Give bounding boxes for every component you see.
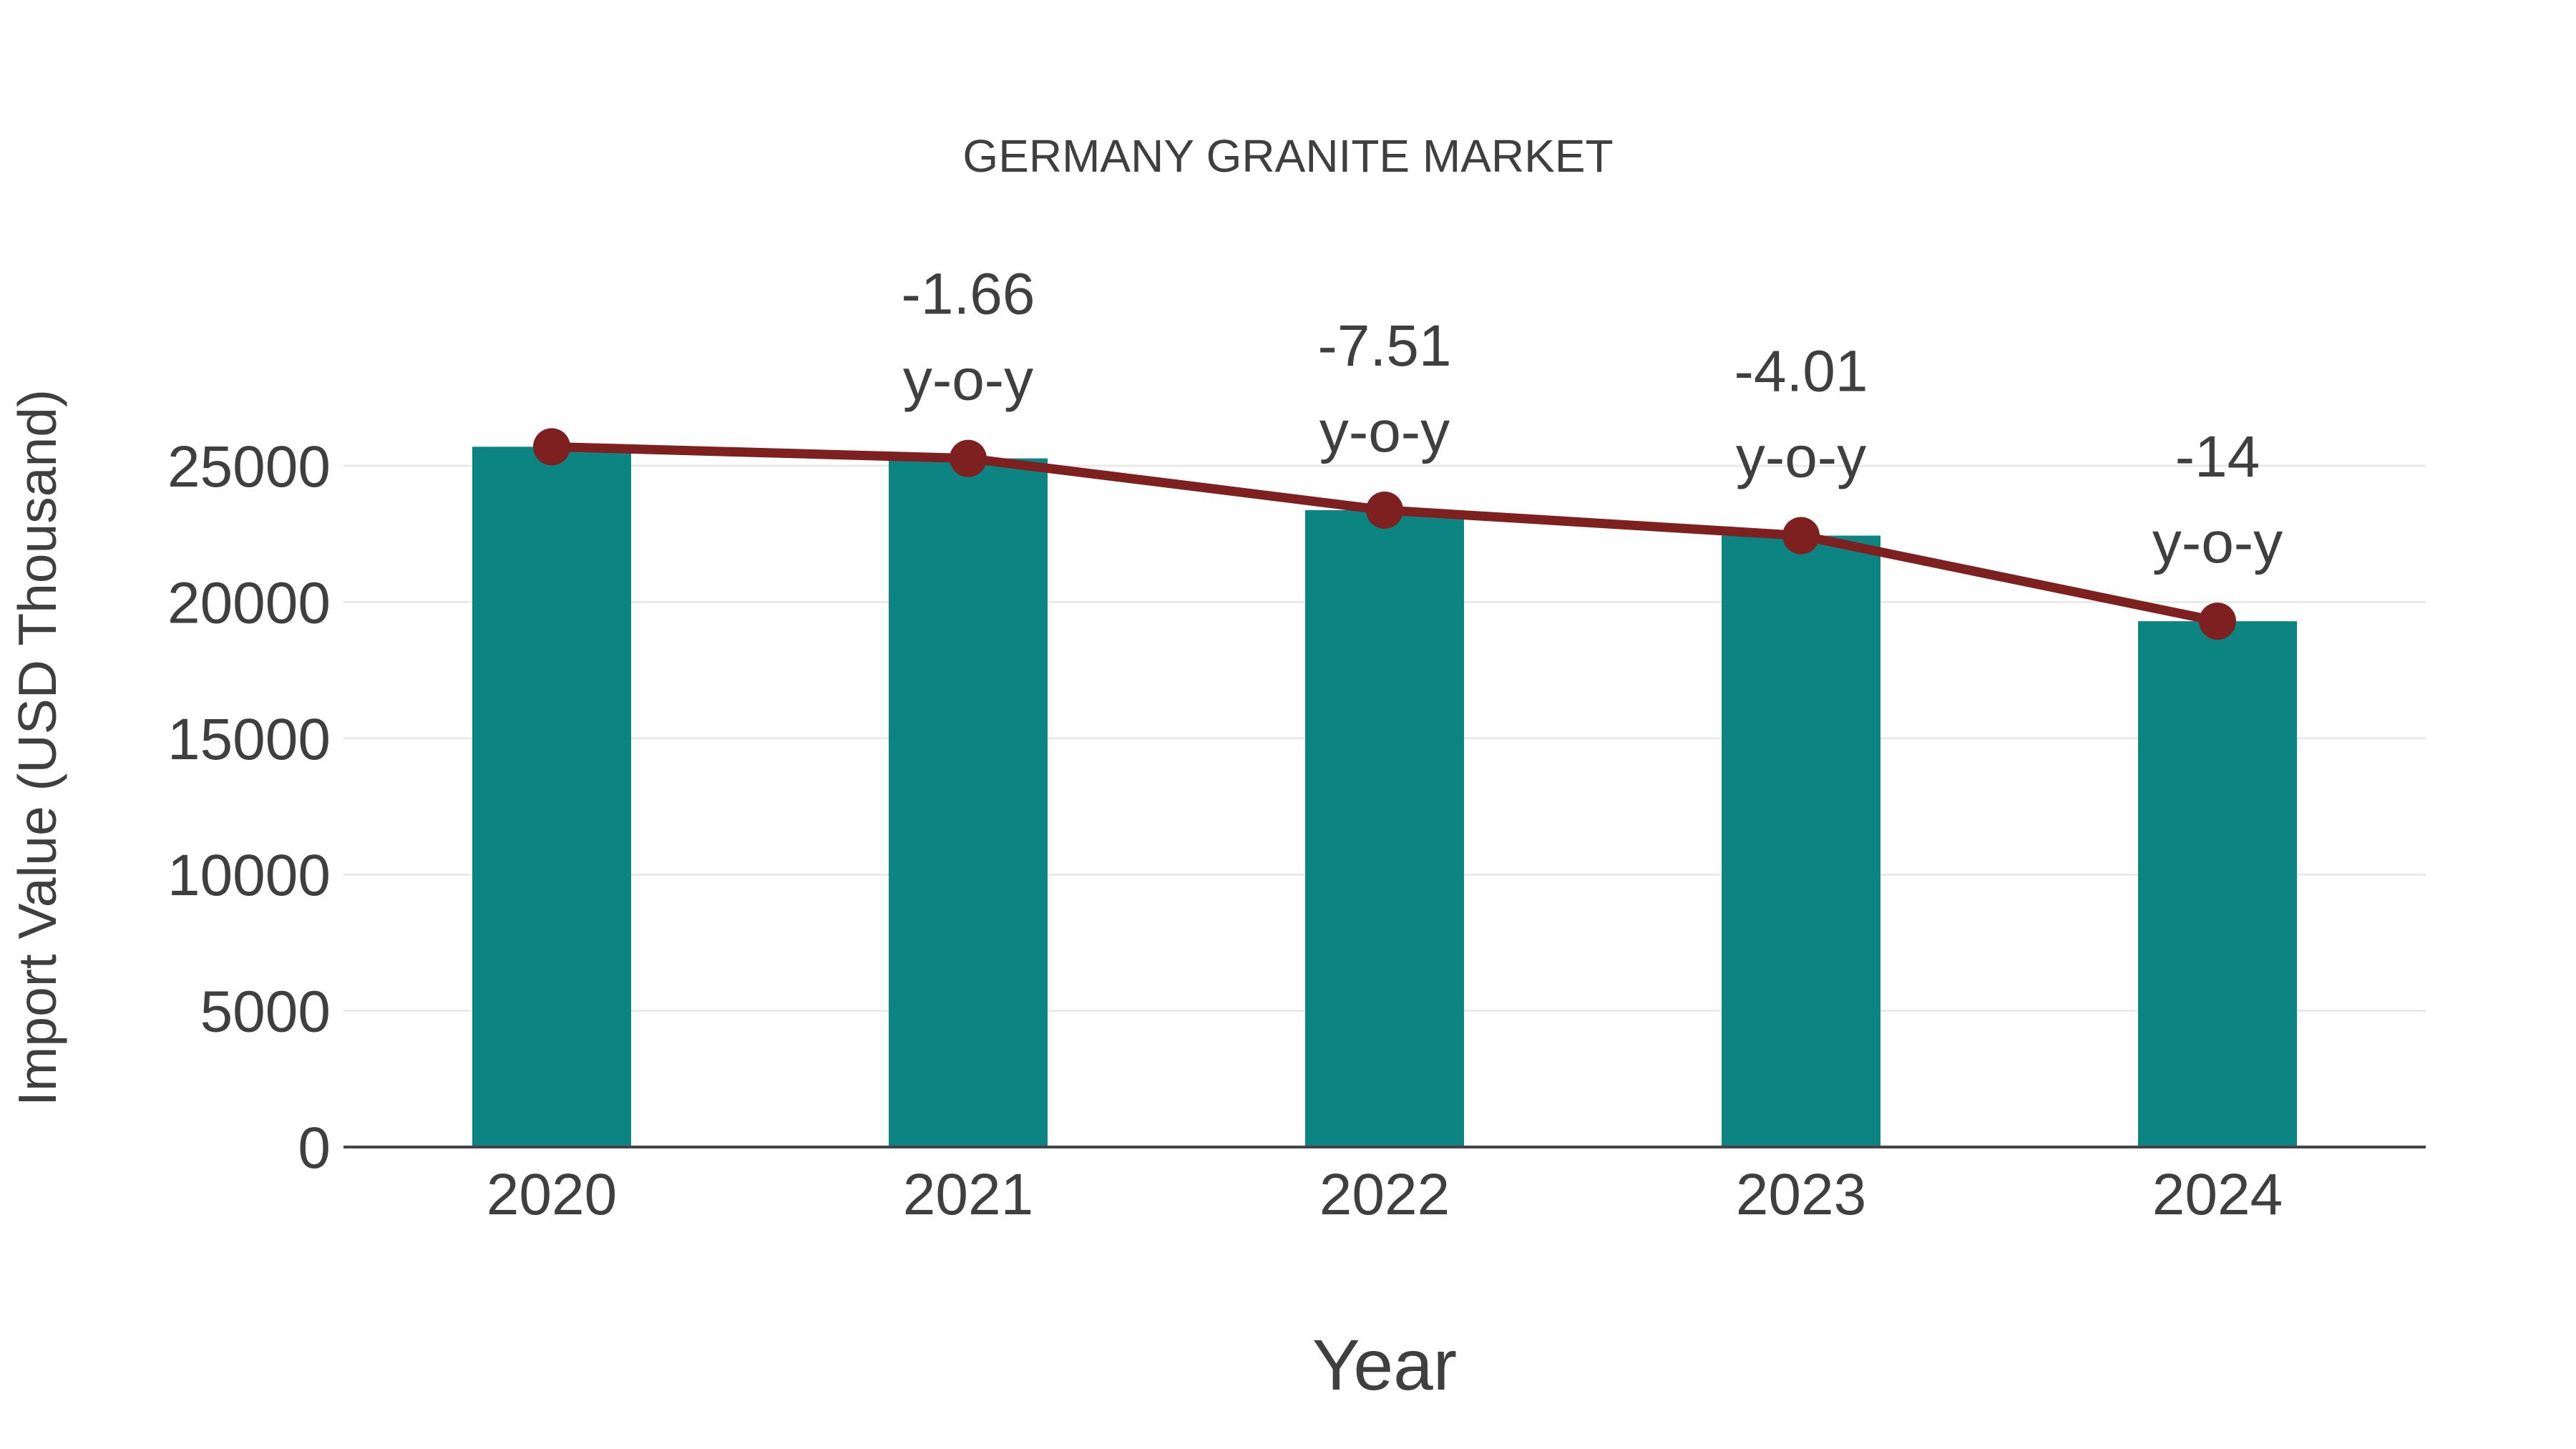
marker-2020 — [533, 428, 570, 466]
y-tick-label-5000: 5000 — [200, 980, 331, 1045]
annotation-2024-suffix: y-o-y — [2152, 510, 2283, 575]
annotation-2023-value: -4.01 — [1735, 339, 1868, 404]
x-tick-label-2021: 2021 — [903, 1162, 1033, 1227]
chart-title: GERMANY GRANITE MARKET — [962, 130, 1613, 182]
y-tick-labels-group: 0 5000 10000 15000 20000 25000 — [167, 434, 331, 1181]
x-tick-label-2024: 2024 — [2152, 1162, 2283, 1227]
bars-group — [472, 447, 2297, 1147]
x-tick-label-2020: 2020 — [487, 1162, 617, 1227]
bar-2020 — [472, 447, 631, 1147]
annotation-2023-suffix: y-o-y — [1736, 425, 1866, 490]
annotation-2022-suffix: y-o-y — [1319, 399, 1450, 464]
annotation-2024-value: -14 — [2175, 424, 2260, 489]
bar-2021 — [889, 458, 1048, 1147]
y-tick-label-15000: 15000 — [167, 707, 331, 772]
y-tick-label-25000: 25000 — [167, 434, 331, 499]
trend-line-group — [533, 428, 2236, 640]
bar-2023 — [1722, 535, 1880, 1147]
marker-2023 — [1782, 517, 1820, 555]
annotation-2021-suffix: y-o-y — [903, 348, 1033, 413]
y-tick-label-10000: 10000 — [167, 843, 331, 908]
bar-2024 — [2138, 621, 2297, 1147]
annotation-2022-value: -7.51 — [1318, 313, 1452, 379]
y-tick-label-20000: 20000 — [167, 570, 331, 635]
marker-2024 — [2199, 602, 2236, 640]
bar-2022 — [1305, 509, 1464, 1147]
y-tick-label-0: 0 — [298, 1116, 331, 1181]
marker-2021 — [950, 439, 987, 477]
x-tick-label-2022: 2022 — [1319, 1162, 1450, 1227]
marker-2022 — [1366, 491, 1403, 529]
x-axis-title: Year — [1312, 1325, 1457, 1405]
x-tick-label-2023: 2023 — [1736, 1162, 1866, 1227]
x-tick-labels-group: 2020 2021 2022 2023 2024 — [487, 1162, 2283, 1227]
annotations-group: -1.66 y-o-y -7.51 y-o-y -4.01 y-o-y -14 y-o-y — [902, 262, 2283, 576]
annotation-2021-value: -1.66 — [902, 262, 1035, 327]
y-axis-title: Import Value (USD Thousand) — [7, 389, 67, 1106]
